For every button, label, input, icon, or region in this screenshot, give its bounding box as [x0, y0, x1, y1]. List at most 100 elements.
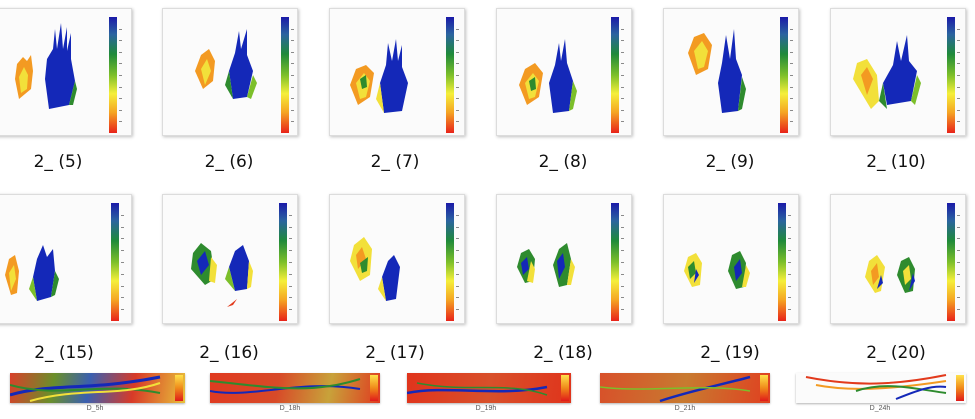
thumbnail-2-8[interactable] — [496, 8, 632, 136]
colorbar-tick — [790, 40, 793, 41]
thumbnail-image — [688, 29, 746, 113]
thumbnail-2-17[interactable] — [329, 194, 465, 324]
thumbnail-image — [519, 39, 577, 113]
thumbnail-strip-d-5h[interactable] — [10, 373, 185, 403]
colorbar-tick — [621, 286, 624, 287]
colorbar-tick — [790, 121, 793, 122]
thumbnail-2-7[interactable] — [329, 8, 465, 136]
colorbar-tick — [621, 262, 624, 263]
colorbar-tick — [291, 52, 294, 53]
thumbnail-2-20[interactable] — [830, 194, 966, 324]
colorbar-tick — [957, 75, 960, 76]
thumbnail-label: 2_ (15) — [34, 343, 94, 363]
colorbar-tick — [788, 309, 791, 310]
colorbar-tick — [456, 110, 459, 111]
colorbar-tick — [957, 238, 960, 239]
colorbar-tick — [291, 40, 294, 41]
colorbar-tick — [456, 63, 459, 64]
colorbar — [446, 17, 459, 133]
colorbar-tick — [621, 250, 624, 251]
strip-label: D_19h — [475, 405, 497, 412]
thumbnail-2-15[interactable] — [0, 194, 132, 324]
colorbar-tick — [456, 29, 459, 30]
thumbnail-2-9[interactable] — [663, 8, 799, 136]
colorbar-tick — [291, 63, 294, 64]
colorbar-tick — [119, 40, 122, 41]
thumbnail-label: 2_ (18) — [533, 343, 593, 363]
colorbar-tick — [957, 274, 960, 275]
colorbar-tick — [788, 297, 791, 298]
colorbar-tick — [456, 121, 459, 122]
strip-image — [600, 375, 751, 403]
thumbnail-image — [517, 243, 575, 287]
colorbar-tick — [621, 63, 624, 64]
colorbar — [281, 17, 294, 133]
colorbar — [611, 203, 624, 321]
colorbar — [561, 375, 569, 401]
colorbar — [446, 203, 459, 321]
colorbar-tick — [289, 297, 292, 298]
colorbar-tick — [119, 75, 122, 76]
colorbar-tick — [456, 215, 459, 216]
colorbar-tick — [621, 238, 624, 239]
colorbar-tick — [456, 250, 459, 251]
thumbnail-strip-d-21h[interactable] — [600, 373, 770, 403]
colorbar — [947, 203, 960, 321]
colorbar-tick — [621, 121, 624, 122]
colorbar-tick — [289, 250, 292, 251]
colorbar-tick — [456, 52, 459, 53]
colorbar-tick — [121, 286, 124, 287]
thumbnail-label: 2_ (16) — [199, 343, 259, 363]
thumbnail-label: 2_ (20) — [866, 343, 926, 363]
colorbar-tick — [289, 286, 292, 287]
colorbar-tick — [119, 87, 122, 88]
colorbar-tick — [957, 215, 960, 216]
thumbnail-2-16[interactable] — [162, 194, 298, 324]
thumbnail-image — [350, 237, 400, 301]
colorbar-tick — [621, 227, 624, 228]
thumbnail-strip-d-19h[interactable] — [407, 373, 571, 403]
colorbar-tick — [957, 227, 960, 228]
thumbnail-label: 2_ (5) — [33, 152, 83, 172]
colorbar-tick — [456, 262, 459, 263]
colorbar-tick — [788, 274, 791, 275]
thumbnail-2-19[interactable] — [663, 194, 799, 324]
strip-image — [210, 378, 361, 394]
thumbnail-2-6[interactable] — [162, 8, 298, 136]
strip-label: D_18h — [279, 405, 301, 412]
colorbar — [111, 203, 124, 321]
colorbar-tick — [957, 40, 960, 41]
colorbar-tick — [621, 29, 624, 30]
colorbar-tick — [119, 98, 122, 99]
colorbar — [279, 203, 292, 321]
colorbar-tick — [621, 274, 624, 275]
colorbar-tick — [456, 274, 459, 275]
thumbnail-2-5[interactable] — [0, 8, 132, 136]
colorbar-tick — [456, 227, 459, 228]
colorbar — [947, 17, 960, 133]
strip-label: D_24h — [869, 405, 891, 412]
colorbar-tick — [790, 87, 793, 88]
colorbar-tick — [788, 238, 791, 239]
thumbnail-strip-d-18h[interactable] — [210, 373, 380, 403]
colorbar-tick — [621, 110, 624, 111]
thumbnail-2-18[interactable] — [496, 194, 632, 324]
colorbar-tick — [957, 286, 960, 287]
colorbar — [370, 375, 378, 401]
strip-image — [407, 382, 548, 396]
thumbnail-2-10[interactable] — [830, 8, 966, 136]
strip-label: D_21h — [674, 405, 696, 412]
colorbar-tick — [291, 121, 294, 122]
colorbar-tick — [121, 250, 124, 251]
colorbar — [611, 17, 624, 133]
colorbar-tick — [957, 262, 960, 263]
colorbar-tick — [291, 98, 294, 99]
thumbnail-image — [15, 23, 77, 109]
colorbar-tick — [621, 40, 624, 41]
thumbnail-label: 2_ (19) — [700, 343, 760, 363]
colorbar-tick — [456, 98, 459, 99]
colorbar-tick — [121, 227, 124, 228]
colorbar-tick — [121, 215, 124, 216]
thumbnail-strip-d-24h[interactable] — [796, 373, 966, 403]
colorbar-tick — [119, 63, 122, 64]
